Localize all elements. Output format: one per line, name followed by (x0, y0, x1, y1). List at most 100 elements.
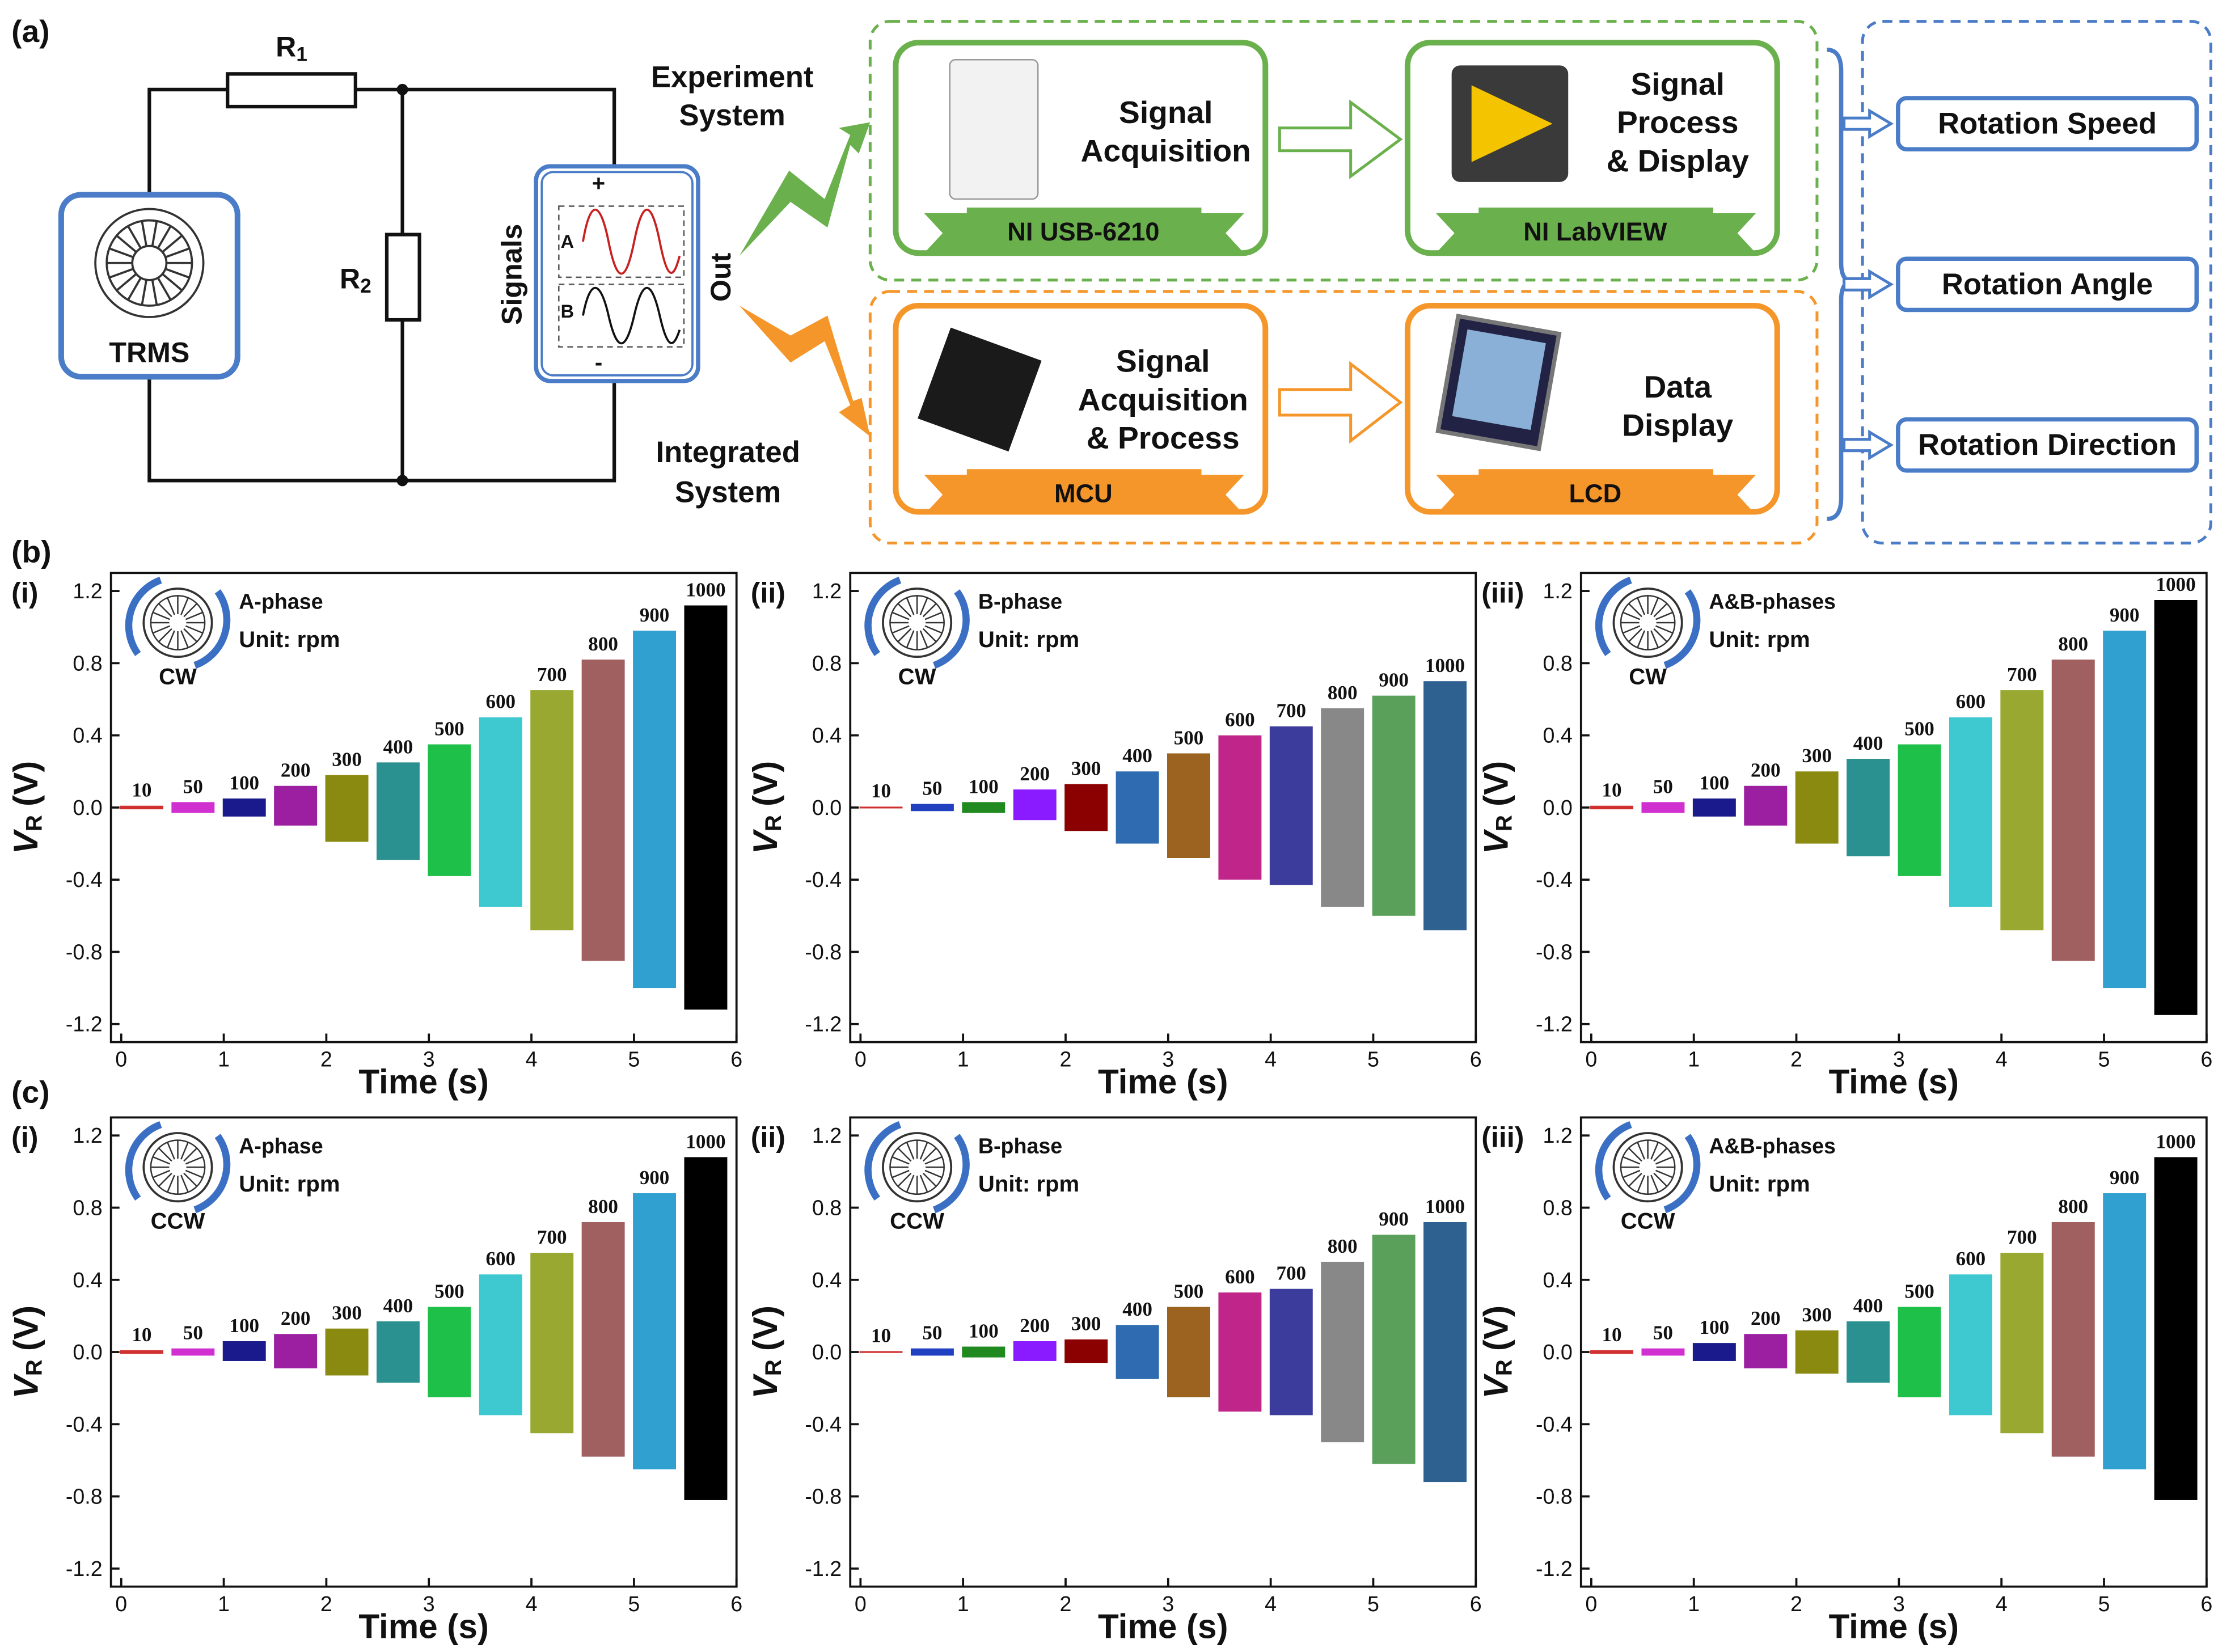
x-tick-label: 4 (1996, 1592, 2008, 1616)
x-tick-label: 5 (628, 1592, 640, 1616)
y-axis-label-sub: R (22, 815, 47, 831)
rotor-spoke (892, 1169, 910, 1178)
y-tick-label: -0.4 (805, 1412, 842, 1436)
signal-band (171, 1348, 215, 1356)
signal-band (684, 1157, 728, 1500)
signal-band (1795, 771, 1839, 844)
rotor-spoke (167, 1142, 175, 1160)
y-tick-label: -0.4 (66, 868, 103, 892)
y-axis-label-unit: (V) (746, 1305, 784, 1351)
rotor-spoke (1623, 1169, 1641, 1178)
y-tick-label: -1.2 (1536, 1012, 1573, 1036)
signal-band (1744, 785, 1788, 826)
speed-label: 1000 (686, 578, 725, 601)
signal-band (1269, 1288, 1313, 1416)
signal-band (1949, 717, 1992, 907)
rotor-spoke (162, 234, 183, 253)
x-tick-label: 4 (1265, 1047, 1277, 1071)
x-tick-label: 2 (1060, 1047, 1072, 1071)
rotor-spoke (892, 625, 910, 634)
y-tick-label: 0.0 (812, 796, 842, 819)
module-title-line: Display (1622, 408, 1733, 443)
speed-label: 400 (1122, 1298, 1152, 1320)
subpanel-label: (ii) (751, 1122, 785, 1154)
signal-band (1423, 1222, 1467, 1482)
speed-label: 600 (485, 691, 516, 713)
module-title-line: Signal (1116, 344, 1210, 379)
x-tick-label: 5 (2098, 1047, 2110, 1071)
speed-label: 400 (383, 736, 413, 758)
x-tick-label: 6 (730, 1592, 742, 1616)
signal-band (962, 1346, 1006, 1358)
signal-band (1898, 744, 1941, 876)
signal-band (325, 775, 369, 842)
signal-band (2154, 1157, 2198, 1500)
signal-band (1692, 1343, 1736, 1361)
rotor-spoke (1628, 1172, 1642, 1187)
signal-band (1847, 759, 1890, 856)
direction-label: CW (159, 664, 197, 689)
rotor-spoke (1637, 597, 1646, 615)
signal-band (581, 1222, 625, 1457)
signal-band (1167, 753, 1210, 859)
rotor-spoke (158, 1172, 172, 1187)
y-axis-label-sub: R (761, 1359, 786, 1376)
speed-label: 200 (281, 759, 311, 781)
rotor-spoke (924, 611, 943, 620)
rotor-spoke (919, 630, 928, 648)
speed-label: 400 (383, 1295, 413, 1317)
rotor-spoke (919, 1174, 928, 1193)
speed-label: 400 (1853, 1295, 1883, 1317)
y-tick-label: 0.4 (1543, 1268, 1572, 1292)
module-title-line: Data (1644, 369, 1712, 404)
rotation-arrow (932, 589, 970, 669)
rotor-spoke (1650, 630, 1659, 648)
rotor-spoke (1655, 625, 1674, 634)
rotor-spoke (922, 628, 937, 643)
y-tick-label: 0.0 (1543, 1340, 1572, 1364)
speed-label: 100 (1700, 1316, 1730, 1338)
unit-label: Unit: rpm (1709, 627, 1810, 652)
y-axis-label-unit: (V) (7, 1305, 45, 1351)
arrow-integrated (739, 305, 871, 437)
signal-band (2103, 1193, 2147, 1469)
x-tick-label: 6 (2200, 1047, 2212, 1071)
rotor-spoke (158, 628, 172, 643)
signal-band (171, 802, 215, 813)
speed-label: 1000 (686, 1130, 725, 1152)
y-tick-label: -1.2 (805, 1557, 842, 1581)
phase-label: A-phase (239, 589, 323, 613)
speed-label: 500 (1904, 717, 1934, 740)
speed-label: 600 (1225, 709, 1255, 731)
rotor-spoke (157, 225, 172, 249)
signal-band (1590, 1350, 1634, 1354)
y-axis-label-sub: R (761, 815, 786, 831)
y-tick-label: 0.8 (1543, 1196, 1572, 1220)
speed-label: 700 (537, 664, 567, 686)
y-tick-label: 0.0 (73, 1340, 102, 1364)
x-tick-label: 1 (218, 1047, 230, 1071)
rotor-spoke (109, 268, 134, 279)
panel-label: (a) (11, 14, 49, 49)
output-label: Rotation Direction (1918, 428, 2177, 462)
signal-band (581, 660, 625, 961)
speed-label: 300 (332, 749, 362, 771)
x-axis-label: Time (s) (1829, 1063, 1959, 1101)
speed-label: 400 (1853, 732, 1883, 754)
direction-label: CCW (1621, 1209, 1675, 1233)
signal-band (2000, 690, 2044, 931)
signal-band (1641, 802, 1685, 813)
rotor-spoke (1637, 1142, 1646, 1160)
rotor-spoke (924, 625, 943, 634)
signal-band (962, 802, 1006, 813)
terminal-label: + (592, 171, 605, 196)
x-axis-label: Time (s) (1098, 1063, 1228, 1101)
experiment-frame (868, 20, 1819, 282)
signal-band (530, 1253, 574, 1434)
rotor-spoke (116, 273, 137, 291)
speed-label: 10 (871, 780, 891, 802)
rotor-spoke (180, 1142, 189, 1160)
rotation-arrow (125, 1121, 162, 1201)
channel-label: A (561, 231, 574, 252)
device-label: MCU (1054, 479, 1113, 508)
